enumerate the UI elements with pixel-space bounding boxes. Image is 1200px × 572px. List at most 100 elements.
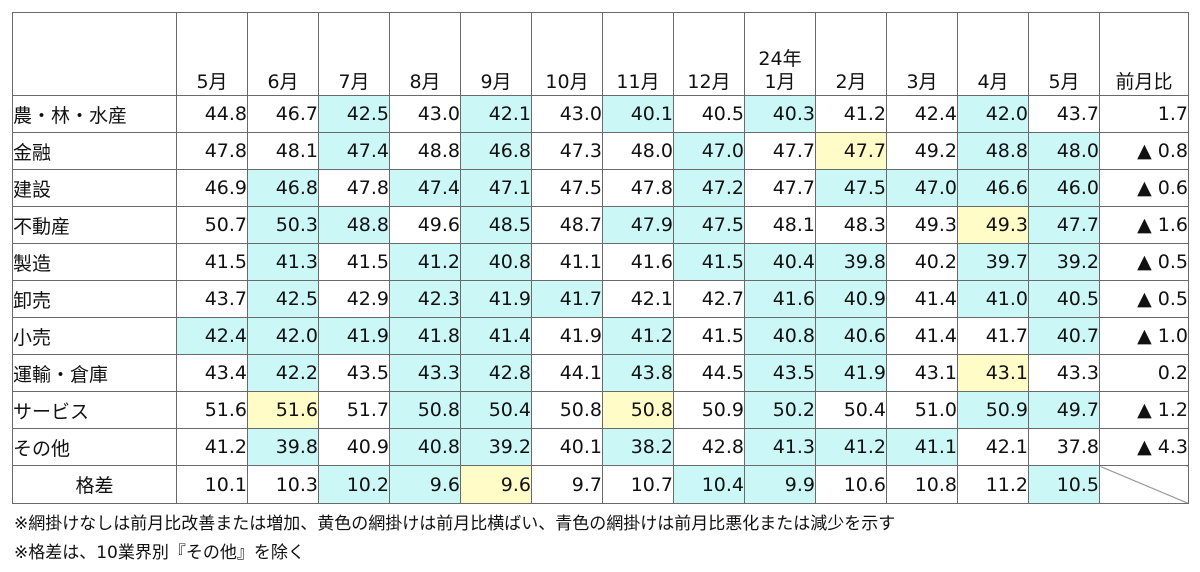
table-body: 農・林・水産 44.8 46.7 42.5 43.0 42.1 43.0 40.1 40.5 40… xyxy=(12,95,1189,504)
col-header-change: 前月比 xyxy=(1099,12,1189,96)
value-cell: 48.3 xyxy=(815,206,887,244)
value-cell: 44.5 xyxy=(673,354,745,392)
value-cell: 47.1 xyxy=(460,169,532,207)
value-cell: 42.1 xyxy=(957,428,1029,466)
value-cell: 40.9 xyxy=(815,280,887,318)
value-cell: 41.2 xyxy=(176,428,248,466)
table-row: 運輸・倉庫 43.4 42.2 43.5 43.3 42.8 44.1 43.8 44.5 43.… xyxy=(12,354,1189,392)
value-cell: 41.2 xyxy=(815,95,887,133)
value-cell: 43.5 xyxy=(318,354,390,392)
gap-value-cell: 10.7 xyxy=(602,465,674,504)
col-header: 3月 xyxy=(886,12,958,96)
value-cell: 41.4 xyxy=(460,317,532,355)
col-header: 5月 xyxy=(1028,12,1100,96)
row-label: 運輸・倉庫 xyxy=(12,354,177,392)
table-row: 不動産 50.7 50.3 48.8 49.6 48.5 48.7 47.9 47.5 48.1 4… xyxy=(12,206,1189,244)
row-label: 卸売 xyxy=(12,280,177,318)
value-cell: 50.9 xyxy=(673,391,745,429)
value-cell: 39.2 xyxy=(1028,243,1100,281)
value-cell: 46.9 xyxy=(176,169,248,207)
industry-index-table: 5月 6月 7月 8月 9月 10月 11月 12月 24年 1月 2月 3月 … xyxy=(12,12,1189,504)
value-cell: 50.2 xyxy=(744,391,816,429)
gap-value-cell: 9.9 xyxy=(744,465,816,504)
value-cell: 42.8 xyxy=(460,354,532,392)
value-cell: 44.8 xyxy=(176,95,248,133)
value-cell: 43.0 xyxy=(389,95,461,133)
value-cell: 49.3 xyxy=(957,206,1029,244)
value-cell: 39.2 xyxy=(460,428,532,466)
value-cell: 48.1 xyxy=(247,132,319,170)
value-cell: 46.8 xyxy=(247,169,319,207)
col-header: 4月 xyxy=(957,12,1029,96)
row-label: 金融 xyxy=(12,132,177,170)
gap-value-cell: 10.3 xyxy=(247,465,319,504)
value-cell: 40.5 xyxy=(673,95,745,133)
value-cell: 48.7 xyxy=(531,206,603,244)
gap-value-cell: 10.8 xyxy=(886,465,958,504)
value-cell: 41.2 xyxy=(815,428,887,466)
col-header: 6月 xyxy=(247,12,319,96)
value-cell: 41.2 xyxy=(389,243,461,281)
value-cell: 46.8 xyxy=(460,132,532,170)
value-cell: 47.7 xyxy=(744,132,816,170)
gap-value-cell: 10.5 xyxy=(1028,465,1100,504)
gap-value-cell: 9.7 xyxy=(531,465,603,504)
value-cell: 40.6 xyxy=(815,317,887,355)
value-cell: 41.1 xyxy=(531,243,603,281)
row-label: 小売 xyxy=(12,317,177,355)
value-cell: 42.3 xyxy=(389,280,461,318)
value-cell: 49.6 xyxy=(389,206,461,244)
value-cell: 50.3 xyxy=(247,206,319,244)
value-cell: 41.9 xyxy=(460,280,532,318)
value-cell: 40.7 xyxy=(1028,317,1100,355)
value-cell: 41.3 xyxy=(744,428,816,466)
value-cell: 41.9 xyxy=(318,317,390,355)
value-cell: 47.7 xyxy=(815,132,887,170)
value-cell: 43.5 xyxy=(744,354,816,392)
value-cell: 42.2 xyxy=(247,354,319,392)
value-cell: 48.8 xyxy=(389,132,461,170)
value-cell: 40.3 xyxy=(744,95,816,133)
value-cell: 50.4 xyxy=(460,391,532,429)
value-cell: 42.4 xyxy=(886,95,958,133)
value-cell: 43.7 xyxy=(176,280,248,318)
value-cell: 47.5 xyxy=(673,206,745,244)
row-label: 不動産 xyxy=(12,206,177,244)
value-cell: 50.7 xyxy=(176,206,248,244)
value-cell: 41.4 xyxy=(886,317,958,355)
col-header: 7月 xyxy=(318,12,390,96)
table-row: サービス 51.6 51.6 51.7 50.8 50.4 50.8 50.8 50.9 50.2… xyxy=(12,391,1189,429)
value-cell: 47.7 xyxy=(1028,206,1100,244)
value-cell: 48.5 xyxy=(460,206,532,244)
value-cell: 40.5 xyxy=(1028,280,1100,318)
row-label: その他 xyxy=(12,428,177,466)
value-cell: 51.6 xyxy=(176,391,248,429)
col-header: 2月 xyxy=(815,12,887,96)
value-cell: 40.8 xyxy=(389,428,461,466)
col-header: 8月 xyxy=(389,12,461,96)
value-cell: 40.8 xyxy=(744,317,816,355)
value-cell: 41.4 xyxy=(886,280,958,318)
change-cell: ▲ 1.6 xyxy=(1099,206,1189,244)
value-cell: 43.3 xyxy=(1028,354,1100,392)
change-cell: ▲ 0.8 xyxy=(1099,132,1189,170)
value-cell: 42.5 xyxy=(247,280,319,318)
table-row: 農・林・水産 44.8 46.7 42.5 43.0 42.1 43.0 40.1 40.5 40… xyxy=(12,95,1189,133)
value-cell: 41.9 xyxy=(531,317,603,355)
value-cell: 42.5 xyxy=(318,95,390,133)
value-cell: 40.9 xyxy=(318,428,390,466)
table-row: 卸売 43.7 42.5 42.9 42.3 41.9 41.7 42.1 42.7 41.6 40… xyxy=(12,280,1189,318)
value-cell: 40.2 xyxy=(886,243,958,281)
col-header: 10月 xyxy=(531,12,603,96)
value-cell: 41.3 xyxy=(247,243,319,281)
value-cell: 50.8 xyxy=(531,391,603,429)
value-cell: 50.4 xyxy=(815,391,887,429)
value-cell: 47.5 xyxy=(815,169,887,207)
value-cell: 46.6 xyxy=(957,169,1029,207)
gap-value-cell: 9.6 xyxy=(389,465,461,504)
col-header: 5月 xyxy=(176,12,248,96)
value-cell: 48.8 xyxy=(957,132,1029,170)
value-cell: 38.2 xyxy=(602,428,674,466)
footnote-gap: ※格差は、10業界別『その他』を除く xyxy=(14,543,305,563)
row-label: 農・林・水産 xyxy=(12,95,177,133)
